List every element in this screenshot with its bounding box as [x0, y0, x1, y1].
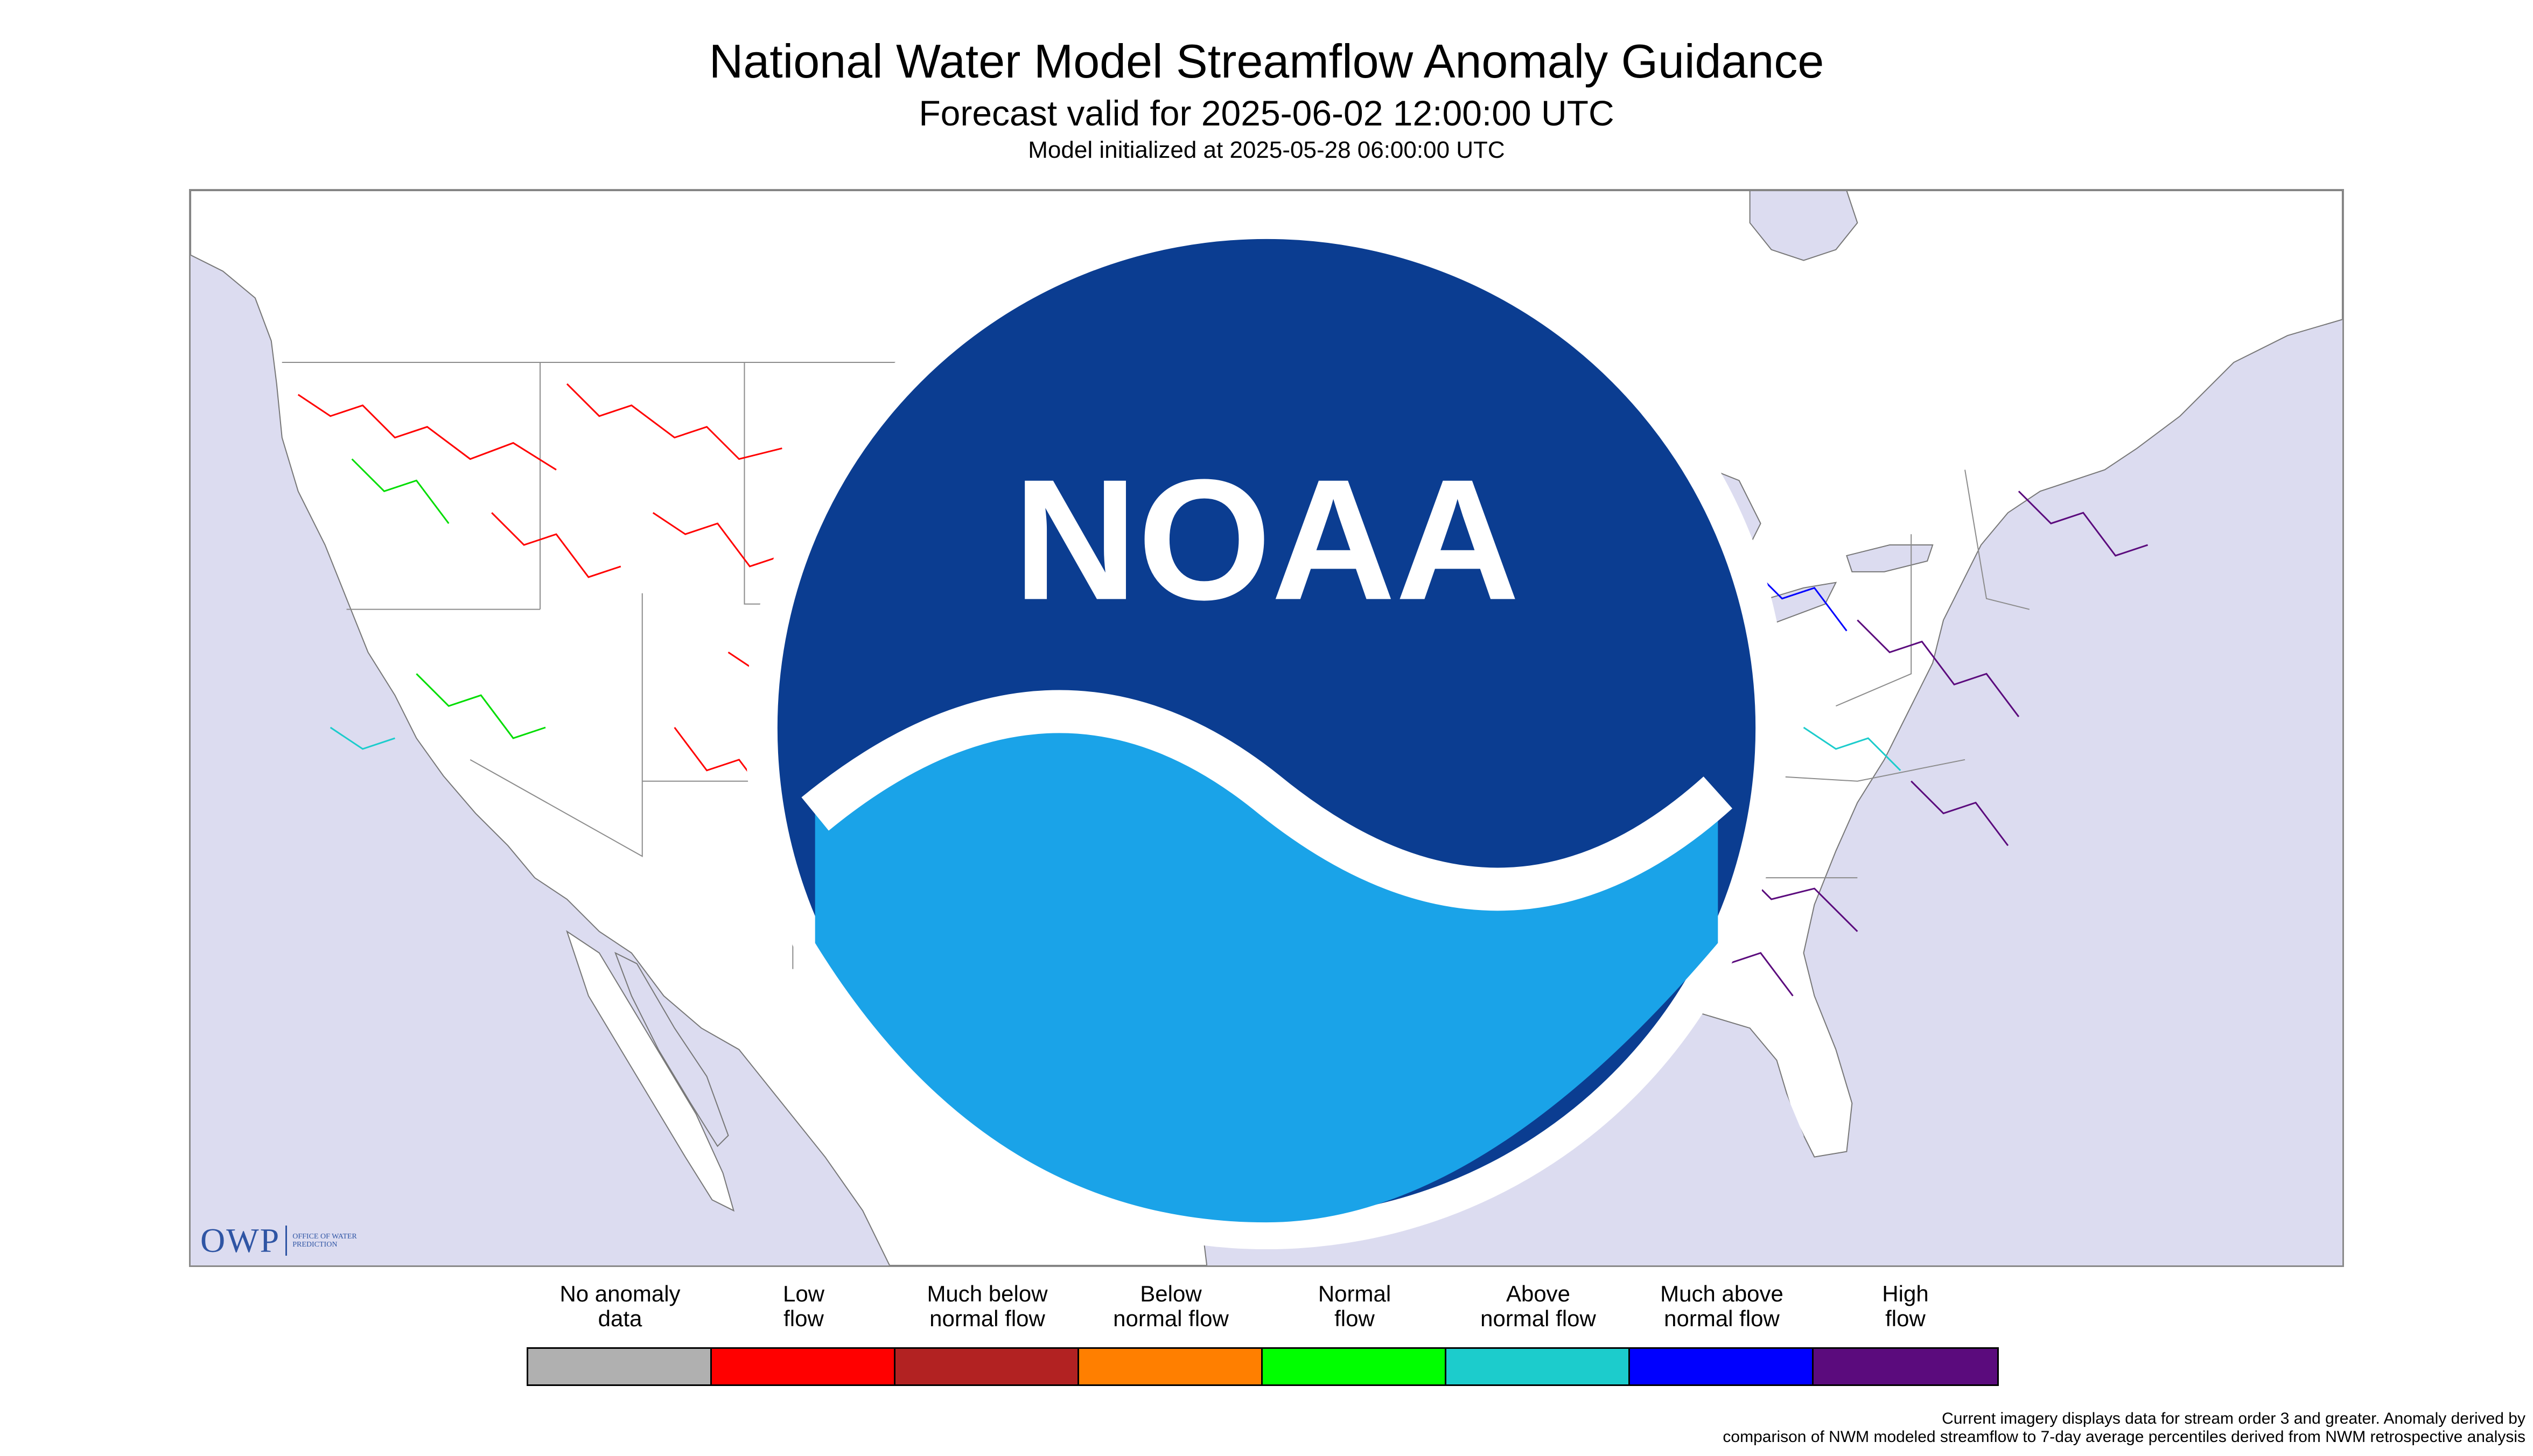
legend-label: Much below normal flow — [899, 1282, 1076, 1331]
legend-swatch — [1446, 1349, 1630, 1384]
legend-color-bar — [527, 1347, 1999, 1386]
legend-swatch — [1814, 1349, 1997, 1384]
map-title: National Water Model Streamflow Anomaly … — [709, 34, 1824, 88]
legend-label: Low flow — [715, 1282, 893, 1331]
legend-label: Above normal flow — [1450, 1282, 1627, 1331]
noaa-logo-text: NOAA — [1013, 443, 1520, 635]
legend-label-line-1: Much below — [927, 1281, 1048, 1306]
legend-label-line-1: Below — [1140, 1281, 1202, 1306]
legend-label-line-2: flow — [1885, 1306, 1926, 1331]
owp-logo: OWP Office of Water Prediction — [200, 1223, 357, 1258]
legend-labels: No anomaly data Low flow Much below normal fl… — [0, 1282, 2533, 1341]
legend-swatch — [1079, 1349, 1263, 1384]
noaa-logo-icon: NOAA — [745, 206, 1788, 1250]
legend-label: Normal flow — [1266, 1282, 1444, 1331]
legend-label-line-2: flow — [1334, 1306, 1375, 1331]
legend-label-line-1: Normal — [1318, 1281, 1391, 1306]
footnote-line-2: comparison of NWM modeled streamflow to … — [1723, 1428, 2525, 1446]
legend-label: Below normal flow — [1082, 1282, 1260, 1331]
legend-swatch — [1263, 1349, 1446, 1384]
owp-logo-mark: OWP — [200, 1221, 281, 1259]
model-init-time: Model initialized at 2025-05-28 06:00:00… — [1028, 137, 1505, 163]
legend-label: Much above normal flow — [1633, 1282, 1811, 1331]
forecast-valid-time: Forecast valid for 2025-06-02 12:00:00 U… — [919, 93, 1614, 133]
legend-label-line-2: data — [598, 1306, 642, 1331]
legend-label-line-1: Much above — [1660, 1281, 1783, 1306]
hudson-bay — [1749, 191, 1858, 261]
legend-label: No anomaly data — [531, 1282, 709, 1331]
legend-swatch — [1630, 1349, 1814, 1384]
legend-label-line-1: High — [1882, 1281, 1929, 1306]
streamflow-map[interactable]: OWP Office of Water Prediction NOAA — [189, 189, 2344, 1267]
legend-label-line-1: Low — [782, 1281, 825, 1306]
owp-logo-text: Office of Water Prediction — [292, 1233, 357, 1249]
legend-label: High flow — [1817, 1282, 1995, 1331]
legend-swatch — [712, 1349, 895, 1384]
legend-label-line-1: Above — [1506, 1281, 1571, 1306]
footnote-line-1: Current imagery displays data for stream… — [1942, 1410, 2525, 1427]
legend-label-line-1: No anomaly — [559, 1281, 681, 1306]
legend-label-line-2: normal flow — [929, 1306, 1045, 1331]
legend-label-line-2: flow — [783, 1306, 824, 1331]
owp-logo-divider — [285, 1226, 288, 1256]
legend-swatch — [528, 1349, 712, 1384]
legend-label-line-2: normal flow — [1664, 1306, 1780, 1331]
footnote: Current imagery displays data for stream… — [1449, 1410, 2525, 1446]
baja-coast — [566, 930, 735, 1212]
gulf-of-california — [614, 951, 729, 1147]
legend-label-line-2: normal flow — [1480, 1306, 1596, 1331]
legend-swatch — [895, 1349, 1079, 1384]
legend-label-line-2: normal flow — [1113, 1306, 1229, 1331]
